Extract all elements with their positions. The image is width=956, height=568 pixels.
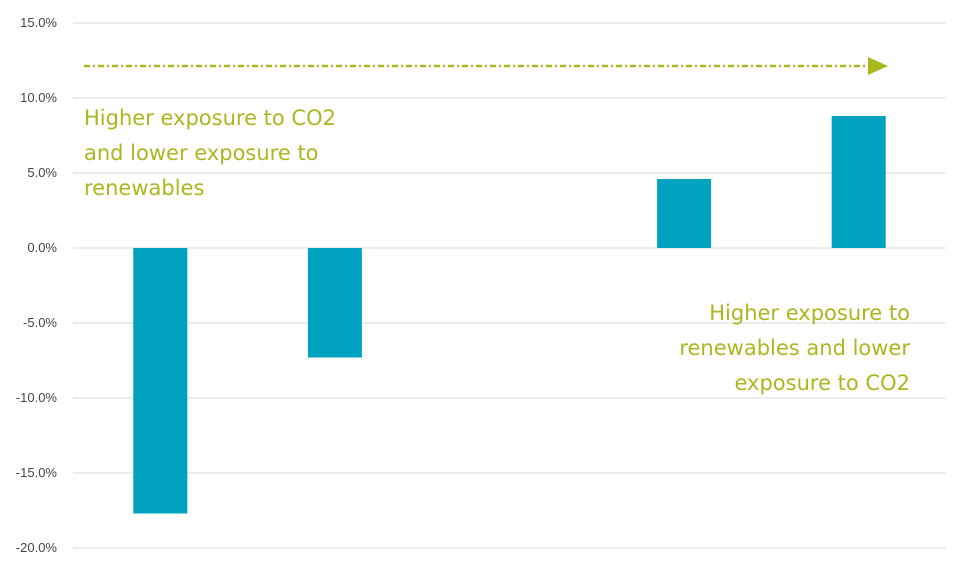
y-tick-label: 10.0%: [20, 90, 57, 105]
y-tick-label: -10.0%: [16, 390, 58, 405]
left-annotation-line-1: Higher exposure to CO2: [84, 106, 336, 130]
left-annotation: Higher exposure to CO2 and lower exposur…: [84, 106, 336, 200]
left-annotation-line-3: renewables: [84, 176, 204, 200]
y-tick-label: -15.0%: [16, 465, 58, 480]
right-annotation: Higher exposure to renewables and lower …: [679, 301, 910, 395]
direction-arrow: [84, 57, 888, 75]
y-tick-label: -20.0%: [16, 540, 58, 555]
right-annotation-line-3: exposure to CO2: [735, 371, 911, 395]
y-tick-label: 0.0%: [27, 240, 57, 255]
right-annotation-line-2: renewables and lower: [679, 336, 910, 360]
y-axis-tick-labels: 15.0% 10.0% 5.0% 0.0% -5.0% -10.0% -15.0% -20.0…: [16, 15, 58, 555]
bars: [133, 116, 886, 514]
y-tick-label: 15.0%: [20, 15, 57, 30]
y-tick-label: -5.0%: [23, 315, 57, 330]
bar: [307, 248, 362, 358]
bar: [133, 248, 188, 514]
right-annotation-line-1: Higher exposure to: [709, 301, 910, 325]
bar: [831, 116, 886, 248]
y-tick-label: 5.0%: [27, 165, 57, 180]
gridlines: [73, 22, 946, 549]
arrow-head: [868, 57, 888, 75]
left-annotation-line-2: and lower exposure to: [84, 141, 319, 165]
bar: [657, 179, 712, 248]
